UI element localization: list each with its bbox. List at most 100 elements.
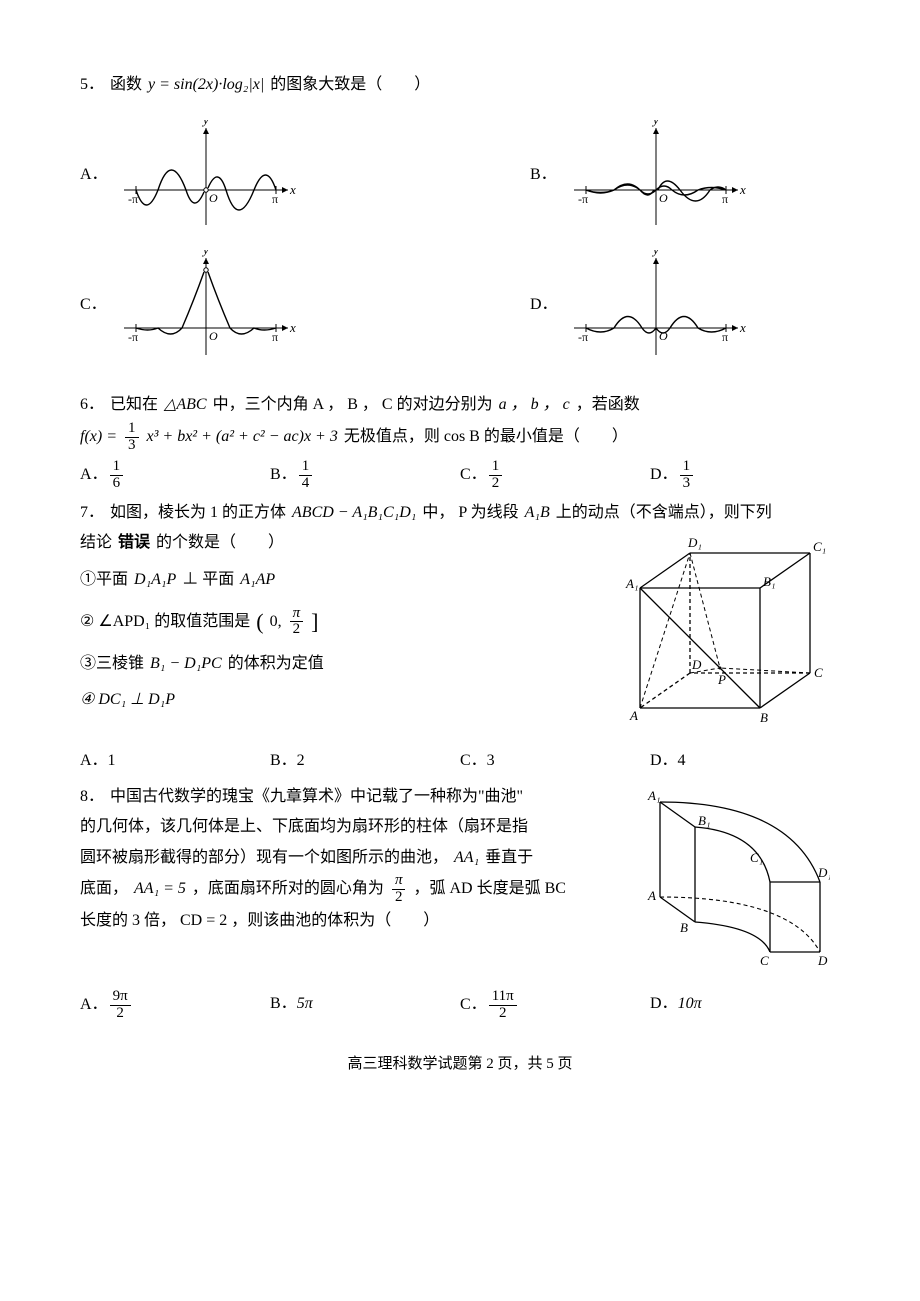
svg-text:D: D xyxy=(691,657,702,672)
q5-opt-a-label: A． xyxy=(80,160,106,190)
q6-l1c: ，若函数 xyxy=(576,390,640,420)
q7-opt-d: D．4 xyxy=(650,746,840,776)
q5-opt-a-cell: A． y x -π π O xyxy=(80,120,390,230)
question-6: 6． 已知在 △ABC 中，三个内角 A ， B ， C 的对边分别为 a ， … xyxy=(80,390,840,491)
q6-l1a: 已知在 xyxy=(110,390,158,420)
svg-text:O: O xyxy=(209,191,218,205)
q8-options: A．9π2 B．5π C．11π2 D．10π xyxy=(80,989,840,1022)
q7-options: A．1 B．2 C．3 D．4 xyxy=(80,746,840,776)
q6-opt-a: A．16 xyxy=(80,459,270,492)
q8-opt-b: B．5π xyxy=(270,989,460,1022)
svg-text:P: P xyxy=(717,672,726,687)
q8-figure: A₁ B₁ C₁ D₁ A B C D xyxy=(640,782,840,983)
svg-text:C₁: C₁ xyxy=(750,850,763,865)
svg-text:-π: -π xyxy=(128,192,138,206)
svg-text:B: B xyxy=(680,920,688,935)
q6-fxmid: x³ + bx² + (a² + c² − ac)x + 3 xyxy=(147,422,338,452)
svg-text:y: y xyxy=(201,250,209,257)
svg-text:C: C xyxy=(814,665,823,680)
svg-text:A: A xyxy=(629,708,638,723)
question-5: 5． 函数 y = sin(2x)·log₂|x| 的图象大致是（ ） A． y… xyxy=(80,70,840,360)
svg-text:x: x xyxy=(739,182,746,197)
q6-line2: f(x) = 1 3 x³ + bx² + (a² + c² − ac)x + … xyxy=(80,421,840,454)
svg-text:y: y xyxy=(651,250,659,257)
svg-text:x: x xyxy=(739,320,746,335)
svg-text:O: O xyxy=(659,191,668,205)
q5-graph-d: y x -π π O xyxy=(566,250,746,360)
svg-text:A₁: A₁ xyxy=(625,576,638,591)
q8-opt-c: C．11π2 xyxy=(460,989,650,1022)
q6-triangle: △ABC xyxy=(164,390,207,420)
q7-bold: 错误 xyxy=(118,528,150,558)
q7-l2a: 结论 xyxy=(80,528,112,558)
q5-opt-c-cell: C． y x -π π O xyxy=(80,250,390,360)
q7-l2b: 的个数是（ ） xyxy=(156,528,284,558)
q7-l1c: 上的动点（不含端点），则下列 xyxy=(556,498,772,528)
q5-opt-b-cell: B． y x -π π O xyxy=(530,120,840,230)
page-footer: 高三理科数学试题第 2 页，共 5 页 xyxy=(80,1050,840,1079)
q8-l4: 底面， AA₁ = 5 ，底面扇环所对的圆心角为 π2 ，弧 AD 长度是弧 B… xyxy=(80,873,620,906)
q6-opt-c: C．12 xyxy=(460,459,650,492)
q5-graph-c: y x -π π O xyxy=(116,250,296,360)
q6-sides: a ， b ， c xyxy=(499,390,570,420)
svg-text:π: π xyxy=(722,330,728,344)
q5-text-a: 函数 xyxy=(110,70,142,100)
q5-text-b: 的图象大致是（ ） xyxy=(270,70,430,100)
q7-seg: A₁B xyxy=(525,498,550,528)
svg-text:x: x xyxy=(289,182,296,197)
q5-formula: y = sin(2x)·log₂|x| xyxy=(148,70,264,100)
svg-text:D: D xyxy=(817,953,828,968)
svg-text:y: y xyxy=(651,120,659,127)
q7-l1b: 中， P 为线段 xyxy=(422,498,518,528)
svg-text:π: π xyxy=(272,330,278,344)
q6-options: A．16 B．14 C．12 D．13 xyxy=(80,459,840,492)
q6-l2: 无极值点，则 cos B 的最小值是（ ） xyxy=(344,422,628,452)
q8-opt-d: D．10π xyxy=(650,989,840,1022)
svg-text:-π: -π xyxy=(578,192,588,206)
q7-line2: 结论 错误 的个数是（ ） xyxy=(80,528,590,558)
svg-text:-π: -π xyxy=(578,330,588,344)
q7-opt-c: C．3 xyxy=(460,746,650,776)
svg-text:A₁: A₁ xyxy=(647,788,660,803)
svg-text:C₁: C₁ xyxy=(813,539,826,554)
q5-number: 5． xyxy=(80,70,104,100)
q8-text: 8． 中国古代数学的瑰宝《九章算术》中记载了一种称为"曲池" 的几何体，该几何体… xyxy=(80,782,620,936)
q7-figure: A B C D A₁ B₁ C₁ D₁ P xyxy=(610,528,840,739)
q8-l5: 长度的 3 倍， CD = 2 ，则该曲池的体积为（ ） xyxy=(80,906,620,936)
svg-text:D₁: D₁ xyxy=(817,865,830,880)
q7-number: 7． xyxy=(80,498,104,528)
q7-opt-b: B．2 xyxy=(270,746,460,776)
svg-text:B₁: B₁ xyxy=(763,574,775,589)
question-7: 7． 如图，棱长为 1 的正方体 ABCD − A₁B₁C₁D₁ 中， P 为线… xyxy=(80,498,840,776)
q5-opt-b-label: B． xyxy=(530,160,556,190)
q7-s1: ①平面 D₁A₁P ⊥ 平面 A₁AP xyxy=(80,565,590,595)
q7-l1a: 如图，棱长为 1 的正方体 xyxy=(110,498,286,528)
svg-text:D₁: D₁ xyxy=(687,535,702,550)
q6-fx: f(x) = xyxy=(80,422,117,452)
q6-number: 6． xyxy=(80,390,104,420)
q8-l1: 8． 中国古代数学的瑰宝《九章算术》中记载了一种称为"曲池" xyxy=(80,782,620,812)
q5-opt-d-label: D． xyxy=(530,290,556,320)
q7-cube: ABCD − A₁B₁C₁D₁ xyxy=(292,498,416,528)
svg-text:A: A xyxy=(647,888,656,903)
svg-text:π: π xyxy=(722,192,728,206)
svg-text:C: C xyxy=(760,953,769,968)
question-8: 8． 中国古代数学的瑰宝《九章算术》中记载了一种称为"曲池" 的几何体，该几何体… xyxy=(80,782,840,1022)
q5-opt-c-label: C． xyxy=(80,290,106,320)
q8-l2: 的几何体，该几何体是上、下底面均为扇环形的柱体（扇环是指 xyxy=(80,812,620,842)
q5-figure-grid: A． y x -π π O B． xyxy=(80,120,840,360)
q6-opt-d: D．13 xyxy=(650,459,840,492)
svg-text:π: π xyxy=(272,192,278,206)
q6-l1b: 中，三个内角 A ， B ， C 的对边分别为 xyxy=(213,390,493,420)
q7-opt-a: A．1 xyxy=(80,746,270,776)
q8-number: 8． xyxy=(80,782,104,812)
q8-l3: 圆环被扇形截得的部分）现有一个如图所示的曲池， AA₁ 垂直于 xyxy=(80,843,620,873)
q6-line1: 6． 已知在 △ABC 中，三个内角 A ， B ， C 的对边分别为 a ， … xyxy=(80,390,840,420)
q5-graph-b: y x -π π O xyxy=(566,120,746,230)
svg-text:B₁: B₁ xyxy=(698,813,710,828)
q5-graph-a: y x -π π O xyxy=(116,120,296,230)
svg-text:B: B xyxy=(760,710,768,725)
svg-text:x: x xyxy=(289,320,296,335)
q7-s4: ④ DC₁ ⊥ D₁P xyxy=(80,685,590,715)
q6-frac13: 1 3 xyxy=(125,421,139,454)
